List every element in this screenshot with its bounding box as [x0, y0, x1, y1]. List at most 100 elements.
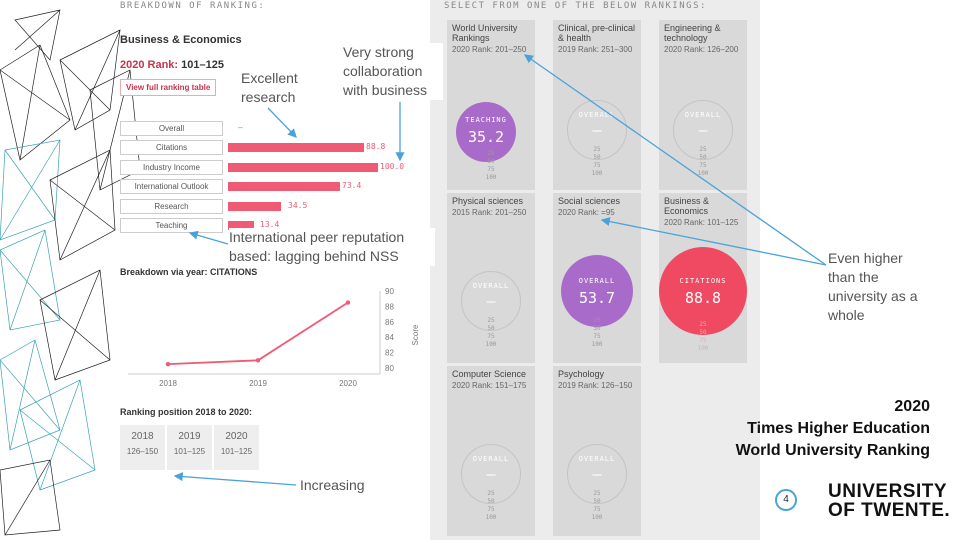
panel-rank: 2020 Rank: 126–200 [664, 45, 739, 54]
panel-ticks: 25 50 75 100 [659, 146, 747, 178]
citations-line-chart: 90 88 86 84 82 80 Score 2018 2019 2020 [128, 287, 420, 388]
metric-value-citations: 88.8 [366, 142, 386, 151]
panel-title: Business & Economics [664, 196, 710, 216]
y-tick-label: 84 [385, 333, 394, 342]
logo-line: UNIVERSITY [828, 481, 948, 502]
tick: 25 [593, 317, 601, 324]
circle-value: 53.7 [578, 289, 616, 307]
tick: 100 [591, 341, 603, 348]
ranking-position-cell: 2019 101–125 [167, 425, 212, 470]
panel-ticks: 25 50 75 100 [553, 490, 641, 522]
data-point [255, 358, 261, 363]
rp-year: 2019 [178, 431, 201, 442]
panel-title: Computer Science [452, 369, 527, 379]
ranking-panel-computer-science[interactable]: Computer Science 2020 Rank: 151–175 OVER… [447, 366, 535, 536]
university-logo: UNIVERSITY OF TWENTE. [828, 482, 950, 520]
panel-title: Psychology [558, 369, 605, 379]
breakdown-header: BREAKDOWN OF RANKING: [120, 1, 266, 11]
metric-bar-research [228, 202, 281, 211]
tick: 25 [487, 317, 495, 324]
slide-title: 2020 Times Higher Education World Univer… [736, 396, 930, 462]
tick: 25 [487, 490, 495, 497]
slide-title-line: 2020 [894, 398, 930, 415]
circle-label: TEACHING [465, 116, 507, 124]
panel-ticks: 25 50 75 100 [447, 150, 535, 182]
page-number: 4 [775, 489, 797, 511]
rank-line: 2020 Rank: 101–125 [120, 59, 224, 71]
ranking-position-cell: 2018 126–150 [120, 425, 165, 470]
slide-title-line: World University Ranking [735, 442, 930, 459]
rp-value: 101–125 [220, 447, 253, 456]
ranking-position-label: Ranking position 2018 to 2020: [120, 407, 253, 417]
tick: 50 [593, 325, 601, 332]
tick: 75 [699, 162, 707, 169]
ranking-panel-psychology[interactable]: Psychology 2019 Rank: 126–150 OVERALL – … [553, 366, 641, 536]
tick: 75 [487, 506, 495, 513]
rp-year: 2020 [225, 431, 248, 442]
tick: 25 [593, 490, 601, 497]
x-tick-label: 2020 [339, 379, 357, 388]
circle-label: OVERALL [578, 111, 616, 119]
tick: 100 [591, 170, 603, 177]
annotation-even-higher: Even higher than the university as a who… [828, 250, 918, 323]
ranking-panel-business-economics[interactable]: Business & Economics 2020 Rank: 101–125 … [659, 193, 747, 363]
logo-line: OF TWENTE. [828, 500, 951, 521]
panel-title: Physical sciences [452, 196, 524, 206]
panel-rank: 2019 Rank: 251–300 [558, 45, 633, 54]
ranking-panel-engineering[interactable]: Engineering & technology 2020 Rank: 126–… [659, 20, 747, 190]
metric-bar-industry-income [228, 163, 378, 172]
view-ranking-table-button[interactable]: View full ranking table [120, 79, 217, 96]
data-point [345, 300, 351, 305]
metric-label-citations: Citations [120, 140, 223, 155]
y-tick-label: 86 [385, 318, 394, 327]
tick: 25 [699, 321, 707, 328]
panel-rank: 2020 Rank: 101–125 [664, 218, 739, 227]
circle-value: – [592, 121, 602, 139]
ranking-panel-physical-sciences[interactable]: Physical sciences 2015 Rank: 201–250 OVE… [447, 193, 535, 363]
rp-year: 2018 [131, 431, 154, 442]
slide-title-line: Times Higher Education [747, 420, 930, 437]
panel-title: World University Rankings [452, 23, 518, 43]
ranking-panel-social-sciences[interactable]: Social sciences 2020 Rank: =95 OVERALL 5… [553, 193, 641, 363]
x-tick-label: 2019 [249, 379, 267, 388]
x-tick-label: 2018 [159, 379, 177, 388]
metric-label-teaching: Teaching [120, 218, 223, 233]
citations-score-circle: CITATIONS 88.8 [659, 247, 747, 335]
panel-title: Engineering & technology [664, 23, 721, 43]
tick: 100 [697, 345, 709, 352]
circle-value: – [486, 292, 496, 310]
circle-value: 35.2 [467, 128, 505, 146]
tick: 100 [697, 170, 709, 177]
data-point [165, 361, 171, 367]
metric-value-overall: – [238, 123, 243, 132]
overall-score-circle: OVERALL – [567, 100, 627, 160]
panel-ticks: 25 50 75 100 [659, 321, 747, 353]
circle-value: – [592, 465, 602, 483]
panel-ticks: 25 50 75 100 [553, 146, 641, 178]
rp-value: 126–150 [126, 447, 159, 456]
social-overall-score-circle: OVERALL 53.7 [561, 255, 633, 327]
metric-label-overall: Overall [120, 121, 223, 136]
ranking-position-cells: 2018 126–150 2019 101–125 2020 101–125 [120, 425, 259, 470]
tick: 100 [591, 514, 603, 521]
tick: 75 [593, 506, 601, 513]
tick: 25 [699, 146, 707, 153]
tick: 50 [487, 325, 495, 332]
annotation-collaboration: Very strong collaboration with business [343, 43, 443, 100]
arrow-even-higher-world [523, 54, 827, 266]
annotation-excellent-research: Excellent research [241, 70, 298, 105]
overall-score-circle: OVERALL – [461, 444, 521, 504]
circle-value: – [486, 465, 496, 483]
panel-rank: 2015 Rank: 201–250 [452, 208, 527, 217]
tick: 100 [485, 341, 497, 348]
y-tick-label: 90 [385, 287, 394, 296]
select-rankings-header: SELECT FROM ONE OF THE BELOW RANKINGS: [444, 1, 707, 11]
panel-ticks: 25 50 75 100 [447, 317, 535, 349]
ranking-panel-world[interactable]: World University Rankings 2020 Rank: 201… [447, 20, 535, 190]
ranking-position-cell: 2020 101–125 [214, 425, 259, 470]
annotation-increasing: Increasing [300, 476, 365, 495]
metrics-list: Overall – Citations 88.8 Industry Income… [120, 121, 420, 233]
teaching-score-circle: TEACHING 35.2 [456, 102, 516, 162]
tick: 75 [699, 337, 707, 344]
